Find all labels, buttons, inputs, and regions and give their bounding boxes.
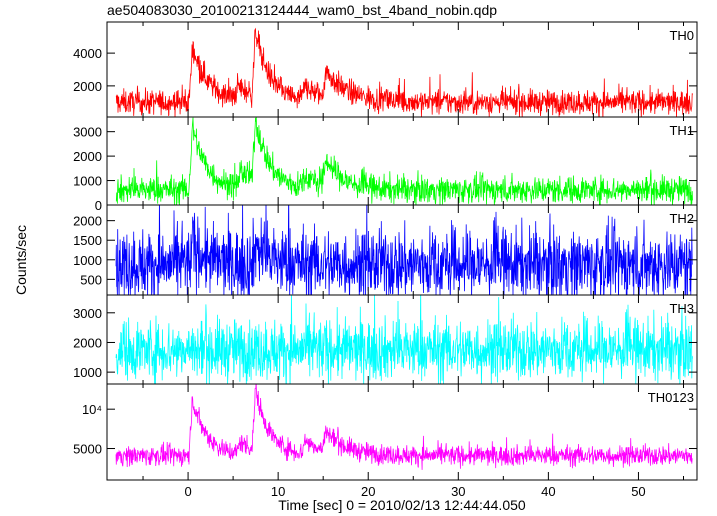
panel-label-th0123: TH0123 bbox=[648, 390, 694, 405]
x-axis-label: Time [sec] 0 = 2010/02/13 12:44:44.050 bbox=[278, 497, 526, 513]
x-tick-label: 0 bbox=[184, 484, 191, 499]
y-tick-label: 1000 bbox=[73, 253, 102, 268]
series-th2-line bbox=[115, 205, 693, 295]
x-tick-label: 20 bbox=[361, 484, 375, 499]
series-th0123-line bbox=[115, 384, 693, 470]
y-tick-label: 2000 bbox=[73, 149, 102, 164]
chart-title: ae504083030_20100213124444_wam0_bst_4ban… bbox=[107, 2, 498, 18]
y-tick-label: 10⁴ bbox=[82, 402, 102, 417]
series-th0-line bbox=[115, 27, 693, 117]
y-tick-label: 3000 bbox=[73, 306, 102, 321]
y-tick-label: 4000 bbox=[73, 46, 102, 61]
y-tick-label: 1000 bbox=[73, 365, 102, 380]
panel-label-th3: TH3 bbox=[669, 301, 694, 316]
y-tick-label: 2000 bbox=[73, 79, 102, 94]
x-tick-label: 30 bbox=[451, 484, 465, 499]
x-tick-label: 10 bbox=[271, 484, 285, 499]
panel-frame-th0123 bbox=[106, 383, 698, 481]
panel-label-th2: TH2 bbox=[669, 211, 694, 226]
panel-label-th0: TH0 bbox=[669, 28, 694, 43]
y-tick-label: 3000 bbox=[73, 125, 102, 140]
y-tick-label: 1500 bbox=[73, 233, 102, 248]
x-tick-label: 50 bbox=[631, 484, 645, 499]
series-th1-line bbox=[115, 117, 693, 205]
panel-label-th1: TH1 bbox=[669, 123, 694, 138]
y-tick-label: 5000 bbox=[73, 442, 102, 457]
y-tick-label: 1000 bbox=[73, 174, 102, 189]
x-tick-label: 40 bbox=[541, 484, 555, 499]
y-tick-label: 0 bbox=[95, 198, 102, 213]
y-tick-label: 2000 bbox=[73, 214, 102, 229]
series-th3-line bbox=[115, 295, 693, 384]
y-tick-label: 500 bbox=[80, 272, 102, 287]
y-tick-label: 2000 bbox=[73, 335, 102, 350]
